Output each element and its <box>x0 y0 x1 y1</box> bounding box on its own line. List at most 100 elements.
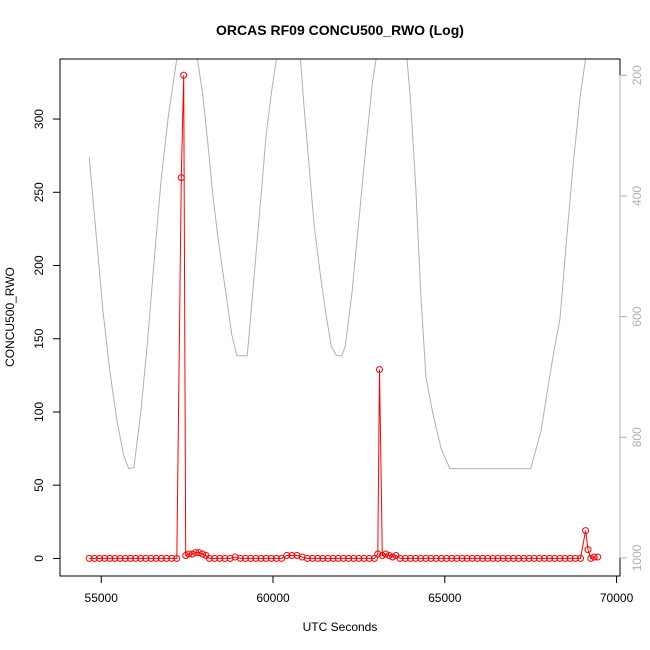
data-point <box>211 554 219 562</box>
data-point <box>101 554 109 562</box>
data-point <box>389 553 397 561</box>
data-point <box>216 554 224 562</box>
plot-box <box>59 58 621 577</box>
data-point <box>252 554 260 562</box>
data-point <box>443 554 450 562</box>
x-axis-label: UTC Seconds <box>303 620 378 634</box>
data-point <box>489 554 497 562</box>
data-point <box>571 554 579 562</box>
data-point <box>463 554 471 562</box>
data-point <box>515 554 523 562</box>
data-point <box>370 554 378 562</box>
y-axis: 0 50 100 150 200 250 300 <box>32 109 61 562</box>
data-point <box>106 554 114 562</box>
data-point <box>137 554 145 562</box>
data-point <box>350 554 358 562</box>
data-point <box>324 554 332 562</box>
data-point <box>427 554 435 562</box>
data-point <box>173 554 181 562</box>
data-point <box>437 554 445 562</box>
x-tick-label: 60000 <box>256 591 290 605</box>
data-point <box>577 554 584 562</box>
data-point <box>468 554 476 562</box>
data-point <box>382 550 390 558</box>
data-point <box>126 554 134 562</box>
data-point <box>594 553 602 561</box>
data-point <box>242 554 249 562</box>
data-point <box>180 71 188 79</box>
data-point <box>334 554 342 562</box>
data-point <box>188 550 196 558</box>
data-point <box>319 554 327 562</box>
data-point <box>432 554 440 562</box>
data-point <box>355 554 363 562</box>
data-point <box>192 549 200 557</box>
data-point <box>116 554 124 562</box>
data-point <box>360 554 368 562</box>
data-point <box>535 554 543 562</box>
data-point <box>406 554 414 562</box>
data-point <box>298 553 306 561</box>
data-point <box>267 554 275 562</box>
x-tick-label: 70000 <box>600 591 634 605</box>
data-point <box>473 554 481 562</box>
data-point <box>293 552 301 559</box>
y2-axis: 200 400 600 800 1000 <box>619 65 644 571</box>
data-point <box>236 554 244 562</box>
data-point <box>551 554 559 562</box>
data-point <box>494 554 502 562</box>
data-point <box>247 554 255 562</box>
y2-tick-label: 600 <box>630 306 644 326</box>
data-point <box>272 554 280 562</box>
y-tick-label: 200 <box>32 255 46 275</box>
data-point <box>590 553 598 561</box>
y-tick-label: 0 <box>32 555 46 562</box>
data-point <box>561 554 569 562</box>
data-point <box>147 554 155 562</box>
data-point <box>177 174 185 182</box>
y2-tick-label: 400 <box>630 186 644 206</box>
data-point <box>417 554 425 562</box>
data-point <box>195 549 203 557</box>
data-point <box>314 554 322 562</box>
data-point <box>226 554 234 562</box>
data-point <box>231 553 239 561</box>
data-point <box>582 527 590 535</box>
data-point <box>385 552 393 559</box>
data-point <box>345 554 353 562</box>
y-tick-label: 300 <box>32 109 46 129</box>
data-point <box>168 554 176 562</box>
data-point <box>96 554 103 562</box>
y2-tick-label: 200 <box>630 65 644 85</box>
data-point <box>453 554 461 562</box>
data-point <box>142 554 150 562</box>
data-point <box>566 554 574 562</box>
data-point <box>303 554 311 562</box>
data-point <box>309 554 316 562</box>
data-point <box>185 550 193 558</box>
data-point <box>283 552 291 559</box>
data-point <box>111 554 119 562</box>
data-point <box>412 554 420 562</box>
data-point <box>479 554 487 562</box>
data-point <box>520 554 528 562</box>
chart-title: ORCAS RF09 CONCU500_RWO (Log) <box>216 22 464 38</box>
y-axis-label: CONCU500_RWO <box>3 267 17 367</box>
data-point <box>132 554 140 562</box>
y-tick-label: 150 <box>32 328 46 348</box>
data-point <box>199 550 207 558</box>
y-tick-label: 50 <box>32 478 46 492</box>
data-point <box>121 554 129 562</box>
data-point <box>221 554 229 562</box>
data-point <box>257 554 265 562</box>
y-tick-label: 250 <box>32 182 46 202</box>
data-point <box>278 554 286 562</box>
data-point <box>540 554 548 562</box>
data-point <box>525 554 533 562</box>
data-point <box>546 554 554 562</box>
data-point <box>90 554 98 562</box>
data-point <box>401 554 409 562</box>
data-point <box>85 554 93 562</box>
x-tick-label: 65000 <box>428 591 462 605</box>
